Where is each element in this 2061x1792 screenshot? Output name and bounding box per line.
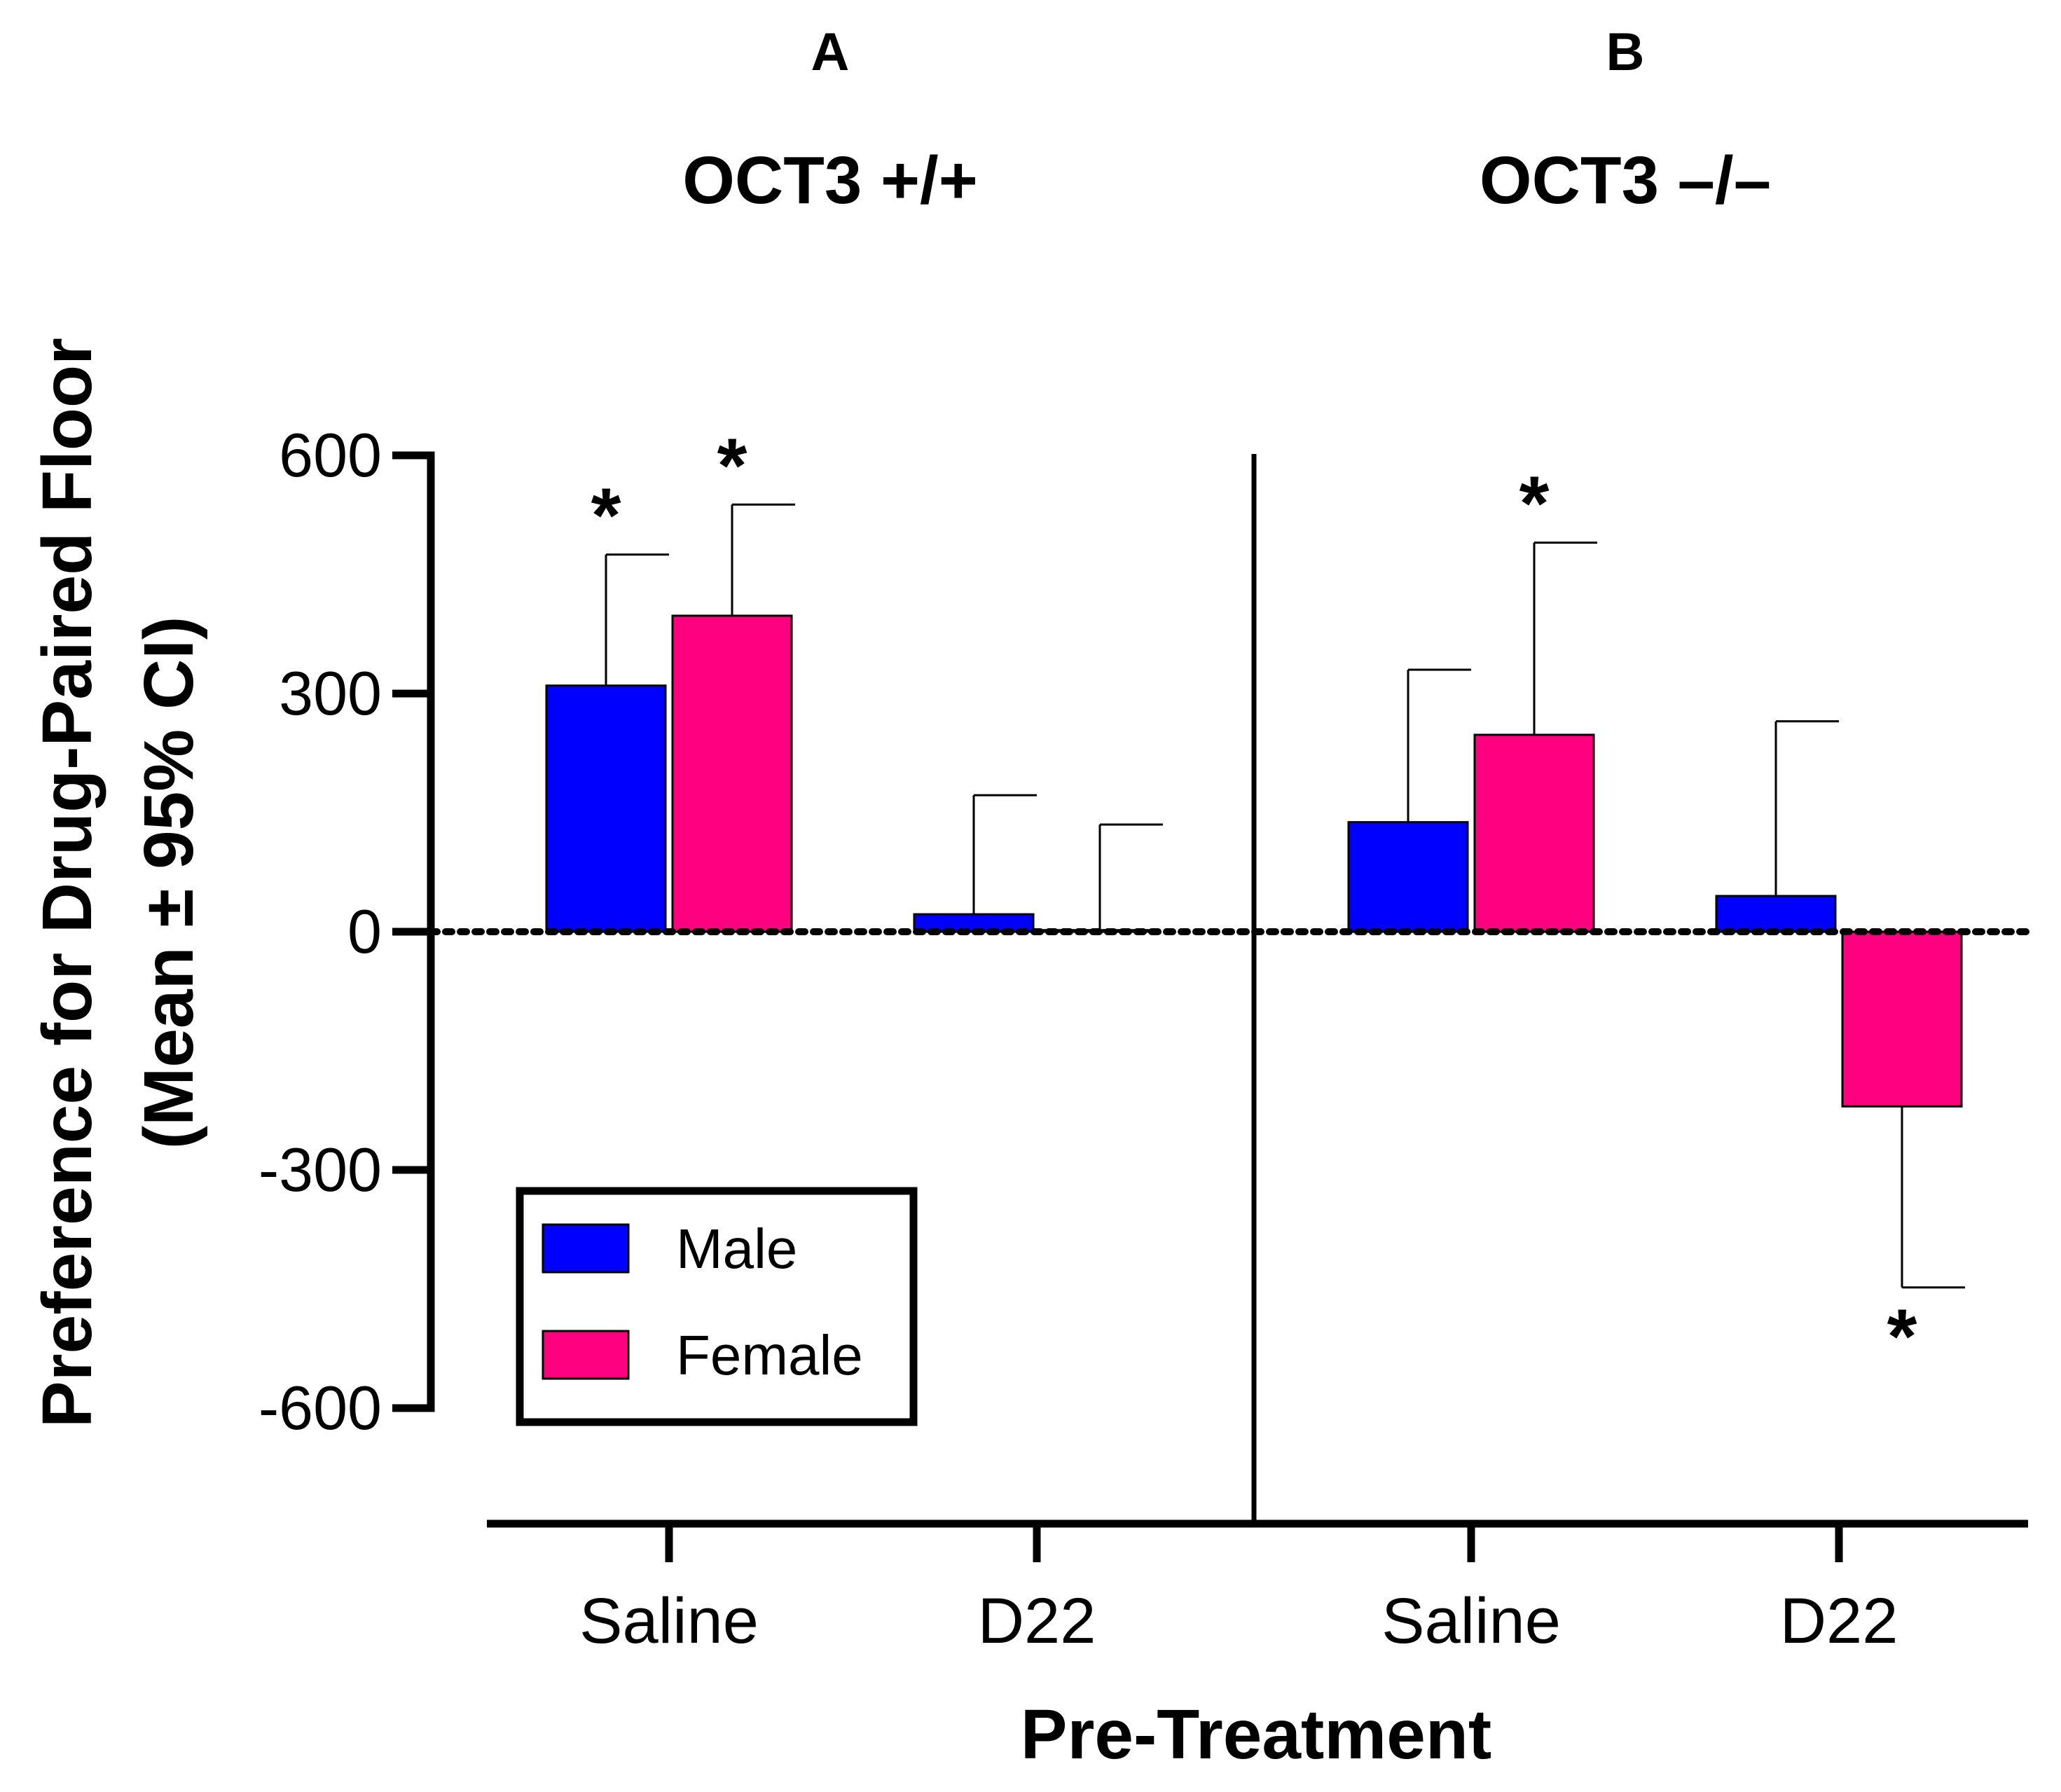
panel-title-b: OCT3 –/– [1480,143,1771,218]
x-axis: Saline D22 Saline D22 [487,1519,2028,1657]
y-tick-label: -600 [259,1373,382,1442]
bar-male-b-saline [1347,821,1469,933]
bar-female-b-saline [1473,733,1595,933]
bar-male-a-saline [545,684,667,933]
y-axis-title-line1: Preference for Drug-Paired Floor [28,338,106,1428]
significance-star: * [1887,1294,1917,1380]
x-tick-label: D22 [978,1585,1096,1657]
legend-label-male: Male [676,1218,797,1280]
significance-star: * [591,473,621,559]
significance-star: * [1519,461,1550,547]
bar-male-b-d22 [1715,895,1837,933]
axis-labels: Pre-Treatment Preference for Drug-Paired … [28,338,1491,1774]
y-tick-label: 0 [347,897,382,966]
y-tick-label: -300 [259,1135,382,1204]
x-tick-label: Saline [579,1585,759,1657]
panel-title-a: OCT3 +/+ [682,143,978,218]
legend: Male Female [516,1187,918,1426]
panel-titles: A OCT3 +/+ B OCT3 –/– [682,22,1771,218]
y-tick-label: 600 [279,420,382,490]
x-axis-title: Pre-Treatment [1021,1695,1491,1774]
significance-star: * [717,422,747,509]
legend-swatch-female [542,1330,630,1380]
bar-female-b-d22 [1841,930,1963,1108]
y-axis-title-line2: (Mean ± 95% CI) [130,616,208,1150]
legend-swatch-male [542,1223,630,1274]
x-tick-label: D22 [1780,1585,1898,1657]
bars: * * * * [545,422,1965,1380]
panel-letter-a: A [811,22,850,82]
legend-label-female: Female [676,1324,863,1386]
panel-letter-b: B [1606,22,1645,82]
y-tick-label: 300 [279,659,382,728]
y-axis: 600 300 0 -300 -600 [259,420,1257,1524]
x-tick-label: Saline [1381,1585,1561,1657]
bar-female-a-saline [671,614,793,933]
